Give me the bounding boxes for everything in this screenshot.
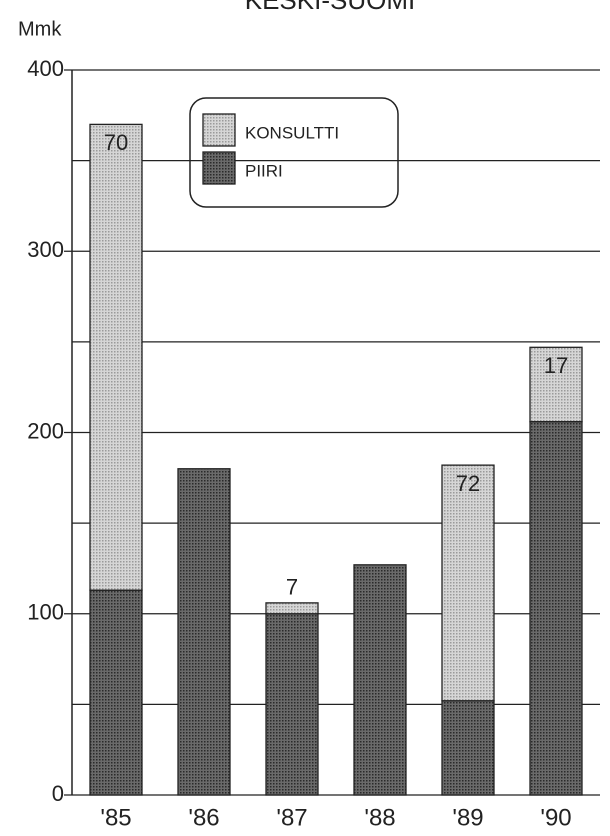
legend-box — [189, 97, 399, 208]
bar-segment — [529, 346, 583, 423]
y-tick-label: 0 — [52, 781, 64, 806]
x-tick-label: '86 — [188, 804, 219, 831]
bar-segment — [265, 602, 319, 615]
data-label: 7 — [286, 575, 298, 600]
bar-segment — [89, 589, 143, 796]
data-label: 72 — [456, 471, 480, 496]
chart-title: KESKI-SUOMI — [245, 0, 415, 15]
y-tick-label: 200 — [27, 418, 64, 443]
legend-label: PIIRI — [245, 161, 283, 180]
x-tick-label: '90 — [540, 804, 571, 831]
y-tick-label: 100 — [27, 600, 64, 625]
legend-swatch — [202, 113, 236, 147]
bar-segment — [441, 464, 495, 702]
bar-segment — [89, 123, 143, 591]
legend — [189, 97, 399, 208]
data-label: 17 — [544, 353, 568, 378]
bar-segment — [177, 468, 231, 796]
bar-segment — [265, 613, 319, 796]
legend-swatch — [202, 151, 236, 185]
bar-segment — [353, 564, 407, 796]
bar-segment — [529, 420, 583, 796]
bar-segment — [441, 700, 495, 796]
x-tick-label: '88 — [364, 804, 395, 831]
y-tick-label: 400 — [27, 56, 64, 81]
x-tick-label: '89 — [452, 804, 483, 831]
x-tick-label: '85 — [100, 804, 131, 831]
x-tick-label: '87 — [276, 804, 307, 831]
data-label: 70 — [104, 130, 128, 155]
y-axis-label: Mmk — [18, 18, 62, 40]
y-tick-label: 300 — [27, 237, 64, 262]
legend-label: KONSULTTI — [245, 123, 339, 142]
